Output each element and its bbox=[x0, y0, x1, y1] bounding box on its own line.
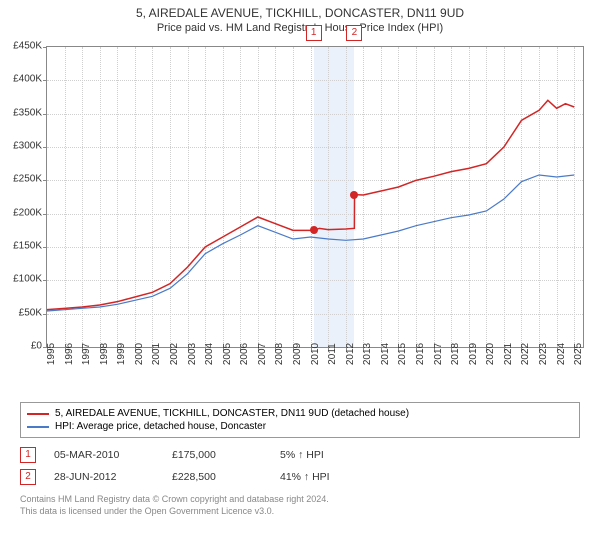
x-tick-label: 1997 bbox=[81, 343, 92, 365]
x-tick-label: 2003 bbox=[187, 343, 198, 365]
x-tick-label: 1996 bbox=[64, 343, 75, 365]
sale-label-box: 1 bbox=[306, 25, 322, 41]
sales-date: 28-JUN-2012 bbox=[54, 471, 154, 483]
y-tick-label: £250K bbox=[13, 174, 42, 185]
sale-label-box: 2 bbox=[346, 25, 362, 41]
legend-row: HPI: Average price, detached house, Donc… bbox=[27, 420, 573, 433]
y-tick-label: £100K bbox=[13, 274, 42, 285]
sales-delta: 5% ↑ HPI bbox=[280, 449, 380, 461]
y-tick-label: £150K bbox=[13, 241, 42, 252]
footnote-line: Contains HM Land Registry data © Crown c… bbox=[20, 494, 580, 506]
sale-marker bbox=[310, 226, 318, 234]
x-tick-label: 2020 bbox=[485, 343, 496, 365]
legend-label: HPI: Average price, detached house, Donc… bbox=[55, 421, 266, 432]
x-tick-label: 2012 bbox=[345, 343, 356, 365]
x-tick-label: 1999 bbox=[116, 343, 127, 365]
sales-index-box: 2 bbox=[20, 469, 36, 485]
sales-index-box: 1 bbox=[20, 447, 36, 463]
y-tick-label: £450K bbox=[13, 41, 42, 52]
legend-swatch bbox=[27, 426, 49, 428]
footnote: Contains HM Land Registry data © Crown c… bbox=[20, 494, 580, 517]
sales-table: 1 05-MAR-2010 £175,000 5% ↑ HPI 2 28-JUN-2012… bbox=[20, 444, 580, 488]
y-tick-label: £300K bbox=[13, 141, 42, 152]
x-tick-label: 2011 bbox=[327, 343, 338, 365]
x-tick-label: 2016 bbox=[415, 343, 426, 365]
sales-row: 1 05-MAR-2010 £175,000 5% ↑ HPI bbox=[20, 444, 580, 466]
x-tick-label: 2022 bbox=[520, 343, 531, 365]
sales-delta: 41% ↑ HPI bbox=[280, 471, 380, 483]
sales-price: £175,000 bbox=[172, 449, 262, 461]
x-tick-label: 2010 bbox=[310, 343, 321, 365]
x-tick-label: 2021 bbox=[503, 343, 514, 365]
x-tick-label: 2023 bbox=[538, 343, 549, 365]
y-tick-label: £350K bbox=[13, 107, 42, 118]
legend: 5, AIREDALE AVENUE, TICKHILL, DONCASTER,… bbox=[20, 402, 580, 438]
y-axis: £0£50K£100K£150K£200K£250K£300K£350K£400… bbox=[0, 46, 44, 346]
x-tick-label: 2015 bbox=[397, 343, 408, 365]
x-tick-label: 2001 bbox=[151, 343, 162, 365]
sales-price: £228,500 bbox=[172, 471, 262, 483]
x-tick-label: 2018 bbox=[450, 343, 461, 365]
line-layer bbox=[47, 47, 583, 347]
title-block: 5, AIREDALE AVENUE, TICKHILL, DONCASTER,… bbox=[0, 0, 600, 38]
x-tick-label: 2005 bbox=[222, 343, 233, 365]
x-tick-label: 2025 bbox=[573, 343, 584, 365]
x-tick-label: 2013 bbox=[362, 343, 373, 365]
x-tick-label: 2007 bbox=[257, 343, 268, 365]
y-tick-label: £200K bbox=[13, 207, 42, 218]
legend-row: 5, AIREDALE AVENUE, TICKHILL, DONCASTER,… bbox=[27, 407, 573, 420]
series-line-hpi bbox=[47, 175, 574, 311]
x-axis: 1995199619971998199920002001200220032004… bbox=[46, 348, 582, 398]
x-tick-label: 2002 bbox=[169, 343, 180, 365]
chart-subtitle: Price paid vs. HM Land Registry's House … bbox=[0, 22, 600, 34]
x-tick-label: 1998 bbox=[99, 343, 110, 365]
chart-title: 5, AIREDALE AVENUE, TICKHILL, DONCASTER,… bbox=[0, 6, 600, 20]
y-tick-label: £50K bbox=[19, 307, 42, 318]
x-tick-label: 1995 bbox=[46, 343, 57, 365]
legend-swatch bbox=[27, 413, 49, 415]
x-tick-label: 2024 bbox=[556, 343, 567, 365]
sales-date: 05-MAR-2010 bbox=[54, 449, 154, 461]
sales-row: 2 28-JUN-2012 £228,500 41% ↑ HPI bbox=[20, 466, 580, 488]
x-tick-label: 2000 bbox=[134, 343, 145, 365]
chart-area: £0 £50K £100K £150K £200K £250K £300K £350K £400… bbox=[0, 38, 600, 398]
y-tick-label: £0 bbox=[31, 341, 42, 352]
chart-container: { "title": { "main": "5, AIREDALE AVENUE… bbox=[0, 0, 600, 517]
x-tick-label: 2009 bbox=[292, 343, 303, 365]
x-tick-label: 2008 bbox=[274, 343, 285, 365]
legend-label: 5, AIREDALE AVENUE, TICKHILL, DONCASTER,… bbox=[55, 408, 409, 419]
x-tick-label: 2019 bbox=[468, 343, 479, 365]
sale-marker bbox=[350, 191, 358, 199]
footnote-line: This data is licensed under the Open Gov… bbox=[20, 506, 580, 518]
x-tick-label: 2014 bbox=[380, 343, 391, 365]
x-tick-label: 2006 bbox=[239, 343, 250, 365]
y-tick-label: £400K bbox=[13, 74, 42, 85]
x-tick-label: 2004 bbox=[204, 343, 215, 365]
plot-area: 12 bbox=[46, 46, 584, 348]
x-tick-label: 2017 bbox=[433, 343, 444, 365]
